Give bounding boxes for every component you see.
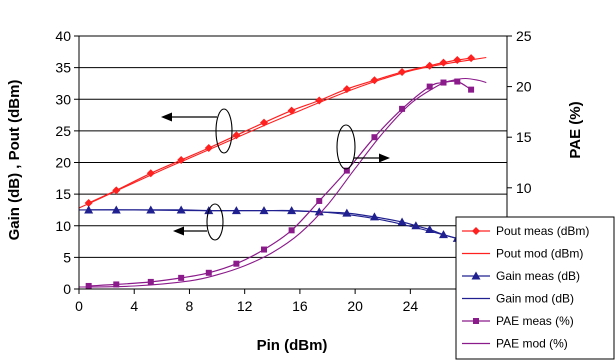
- series-line: [88, 80, 472, 287]
- x-tick-label: 12: [237, 298, 253, 314]
- arrow-pout-left-axis: [161, 112, 217, 122]
- legend-item-pae-mod: PAE mod (%): [462, 337, 568, 351]
- data-point: [178, 274, 185, 281]
- y-left-axis-title: Gain (dB) , Pout (dBm): [6, 80, 23, 241]
- data-point: [439, 58, 448, 67]
- y-left-tick-label: 10: [55, 218, 71, 234]
- y-left-tick-label: 25: [55, 123, 71, 139]
- annotation-ellipse-pout: [215, 108, 233, 154]
- series-pout-mod-dbm: [78, 56, 487, 209]
- legend-item-gain-meas-db: Gain meas (dB): [462, 269, 580, 283]
- data-point: [85, 282, 92, 289]
- y-right-tick-label: 10: [516, 180, 532, 196]
- series-pae-meas: [85, 78, 475, 289]
- series-gain-mod-db: [78, 209, 487, 247]
- y-left-tick-label: 35: [55, 60, 71, 76]
- x-tick-label: 8: [186, 298, 194, 314]
- series-line: [78, 209, 487, 247]
- data-point: [425, 61, 434, 70]
- data-point: [287, 206, 297, 215]
- data-point: [176, 205, 186, 214]
- data-point: [316, 197, 323, 204]
- x-tick-label: 0: [75, 298, 83, 314]
- x-tick-label: 20: [347, 298, 363, 314]
- series-pae-mod: [78, 77, 487, 288]
- x-tick-label: 16: [292, 298, 308, 314]
- legend-label: PAE meas (%): [496, 314, 574, 328]
- legend-label: Pout meas (dBm): [496, 224, 589, 238]
- legend-item-pout-meas-dbm: Pout meas (dBm): [462, 224, 589, 238]
- data-point: [288, 227, 295, 234]
- series-line: [78, 77, 487, 288]
- data-point: [453, 56, 462, 65]
- data-point: [204, 143, 213, 152]
- data-point: [233, 260, 240, 267]
- data-point: [426, 83, 433, 90]
- data-point: [205, 269, 212, 276]
- annotation-ellipse-gain: [206, 203, 224, 241]
- data-point: [261, 246, 268, 253]
- y-left-tick-label: 40: [55, 28, 71, 44]
- arrow-head: [379, 153, 390, 163]
- x-tick-label: 4: [130, 298, 138, 314]
- y-left-tick-label: 5: [63, 249, 71, 265]
- data-point: [146, 205, 156, 214]
- series-line: [88, 57, 472, 204]
- data-point: [146, 169, 155, 178]
- x-axis-title: Pin (dBm): [257, 337, 328, 354]
- y-left-tick-label: 30: [55, 91, 71, 107]
- y-right-tick-label: 25: [516, 28, 532, 44]
- data-point: [471, 271, 481, 280]
- legend-layer: Pout meas (dBm) Pout mod (dBm) Gain meas (…: [455, 216, 615, 360]
- x-tick-label: 24: [403, 298, 419, 314]
- data-point: [438, 230, 448, 239]
- data-point: [473, 318, 479, 324]
- legend-label: Gain mod (dB): [496, 292, 574, 306]
- legend-item-pout-mod-dbm: Pout mod (dBm): [462, 247, 583, 261]
- legend-label: PAE mod (%): [496, 337, 568, 351]
- data-point: [454, 78, 461, 85]
- annotation-layer: [161, 108, 390, 241]
- legend-item-pae-meas: PAE meas (%): [462, 314, 574, 328]
- y-right-tick-label: 20: [516, 79, 532, 95]
- y-right-tick-label: 15: [516, 129, 532, 145]
- data-point: [113, 281, 120, 288]
- data-point: [472, 227, 480, 235]
- arrow-head: [161, 112, 172, 122]
- axis-layer: 0510152025303540101520250481216202428: [55, 28, 531, 314]
- series-layer: [78, 54, 487, 289]
- legend-label: Gain meas (dB): [496, 269, 580, 283]
- arrow-gain-left-axis: [173, 226, 207, 236]
- grid-layer: [79, 67, 507, 258]
- data-point: [343, 167, 350, 174]
- y-left-tick-label: 20: [55, 155, 71, 171]
- data-point: [371, 134, 378, 141]
- data-point: [315, 96, 324, 105]
- data-point: [468, 86, 475, 93]
- data-point: [399, 105, 406, 112]
- arrow-head: [173, 226, 184, 236]
- y-left-tick-label: 15: [55, 186, 71, 202]
- legend-label: Pout mod (dBm): [496, 247, 583, 261]
- legend-box: [455, 216, 615, 360]
- series-line: [78, 56, 487, 209]
- data-point: [314, 207, 324, 216]
- data-point: [147, 278, 154, 285]
- y-left-tick-label: 0: [63, 281, 71, 297]
- legend-item-gain-mod-db: Gain mod (dB): [462, 292, 574, 306]
- annotation-ellipse-pae: [336, 124, 356, 170]
- y-right-axis-title: PAE (%): [567, 101, 584, 158]
- arrow-pae-right-axis: [354, 153, 390, 163]
